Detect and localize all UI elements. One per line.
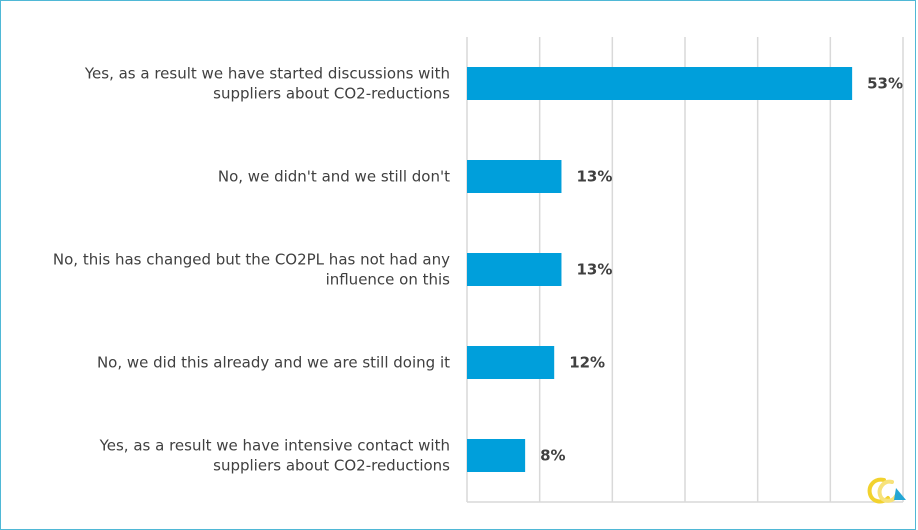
bar: [467, 67, 853, 100]
bar: [467, 346, 555, 379]
gridlines: [466, 37, 904, 503]
value-label: 12%: [569, 354, 605, 372]
bar: [467, 253, 562, 286]
bar: [467, 160, 562, 193]
category-label: Yes, as a result we have started discuss…: [84, 65, 450, 103]
value-label: 8%: [540, 447, 565, 465]
value-label: 13%: [576, 261, 612, 279]
category-labels: Yes, as a result we have started discuss…: [53, 65, 450, 475]
bars: [467, 67, 853, 472]
logo-icon: [867, 477, 906, 504]
value-label: 13%: [576, 168, 612, 186]
category-label: Yes, as a result we have intensive conta…: [99, 437, 451, 475]
value-label: 53%: [867, 75, 903, 93]
category-label: No, this has changed but the CO2PL has n…: [53, 251, 450, 289]
value-labels: 53% 13% 13% 12% 8%: [540, 75, 903, 465]
category-label: No, we didn't and we still don't: [218, 168, 450, 186]
bar-chart: Yes, as a result we have started discuss…: [53, 37, 904, 503]
category-label: No, we did this already and we are still…: [97, 354, 450, 372]
bar: [467, 439, 526, 472]
